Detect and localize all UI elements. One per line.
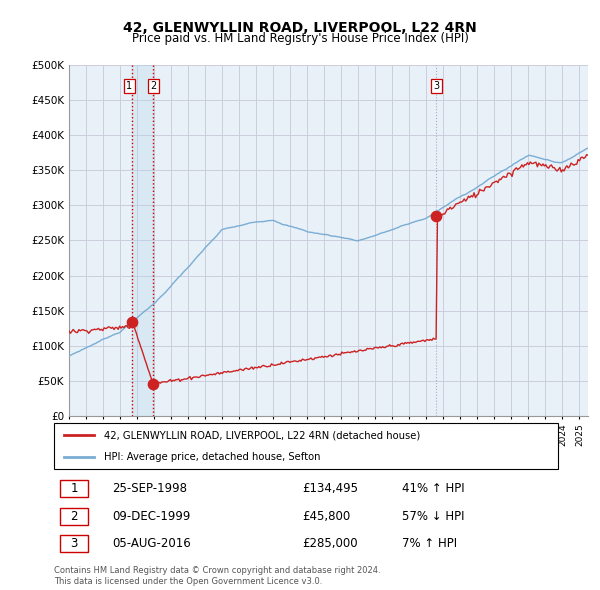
Text: 3: 3 [433, 81, 439, 91]
Text: Price paid vs. HM Land Registry's House Price Index (HPI): Price paid vs. HM Land Registry's House … [131, 32, 469, 45]
Text: Contains HM Land Registry data © Crown copyright and database right 2024.: Contains HM Land Registry data © Crown c… [54, 566, 380, 575]
Bar [133, 65, 153, 416]
Text: 57% ↓ HPI: 57% ↓ HPI [403, 510, 465, 523]
FancyBboxPatch shape [61, 480, 88, 497]
Text: 42, GLENWYLLIN ROAD, LIVERPOOL, L22 4RN (detached house): 42, GLENWYLLIN ROAD, LIVERPOOL, L22 4RN … [104, 431, 421, 441]
Text: 42, GLENWYLLIN ROAD, LIVERPOOL, L22 4RN: 42, GLENWYLLIN ROAD, LIVERPOOL, L22 4RN [123, 21, 477, 35]
Text: 05-AUG-2016: 05-AUG-2016 [112, 537, 191, 550]
Point [148, 379, 158, 388]
Text: This data is licensed under the Open Government Licence v3.0.: This data is licensed under the Open Gov… [54, 577, 322, 586]
Text: 2: 2 [70, 510, 78, 523]
Text: £45,800: £45,800 [302, 510, 350, 523]
Text: 09-DEC-1999: 09-DEC-1999 [112, 510, 190, 523]
Text: 7% ↑ HPI: 7% ↑ HPI [403, 537, 458, 550]
Text: 1: 1 [70, 482, 78, 495]
Text: 1: 1 [126, 81, 132, 91]
Point [128, 317, 137, 326]
Point [431, 211, 441, 221]
Text: £285,000: £285,000 [302, 537, 358, 550]
Text: 25-SEP-1998: 25-SEP-1998 [112, 482, 187, 495]
Text: £134,495: £134,495 [302, 482, 358, 495]
Text: 3: 3 [70, 537, 78, 550]
FancyBboxPatch shape [61, 508, 88, 525]
Text: 2: 2 [150, 81, 156, 91]
Text: HPI: Average price, detached house, Sefton: HPI: Average price, detached house, Seft… [104, 451, 321, 461]
Text: 41% ↑ HPI: 41% ↑ HPI [403, 482, 465, 495]
FancyBboxPatch shape [61, 535, 88, 552]
